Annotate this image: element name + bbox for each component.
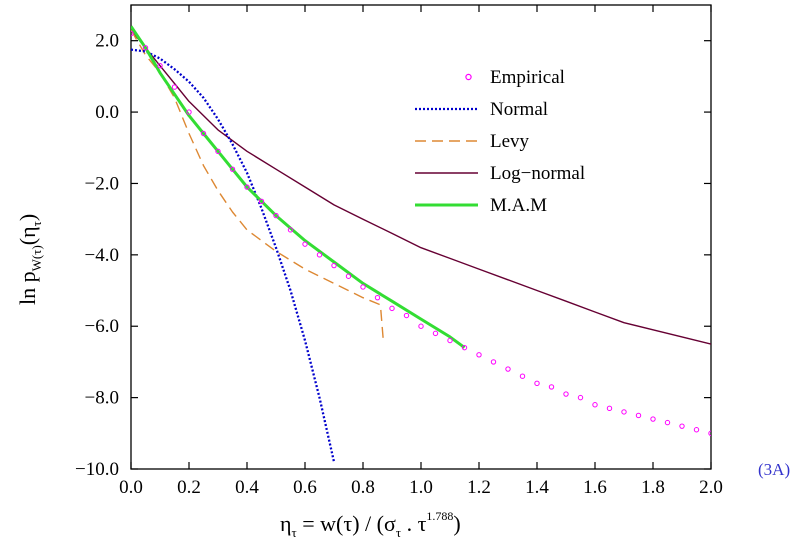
y-tick-label: −10.0 bbox=[75, 459, 119, 480]
x-tick-label: 1.4 bbox=[525, 477, 549, 498]
data-point bbox=[258, 198, 265, 205]
y-tick-label: −6.0 bbox=[85, 316, 119, 337]
y-tick-label: −4.0 bbox=[85, 245, 119, 266]
data-point bbox=[157, 62, 163, 69]
x-tick-label: 1.6 bbox=[583, 477, 607, 498]
data-point bbox=[461, 344, 468, 351]
data-point bbox=[316, 252, 323, 258]
data-point bbox=[563, 391, 569, 397]
data-point bbox=[621, 409, 627, 415]
data-point bbox=[693, 427, 700, 433]
data-point bbox=[519, 373, 526, 379]
data-point bbox=[302, 241, 308, 247]
data-point bbox=[708, 430, 711, 437]
data-point bbox=[360, 284, 366, 290]
axis-ticks: 0.0 0.2 0.4 0.6 0.8 1.0 1.2 1.4 1.6 1.8 2.0 −10.0 −8… bbox=[75, 5, 723, 498]
data-point bbox=[432, 330, 439, 337]
data-point bbox=[577, 394, 584, 401]
data-point bbox=[345, 273, 352, 279]
data-point bbox=[606, 405, 613, 412]
data-point bbox=[287, 227, 294, 233]
data-point bbox=[650, 416, 656, 422]
legend-label-log-normal: Log−normal bbox=[490, 163, 585, 184]
data-point bbox=[505, 366, 511, 372]
data-point bbox=[229, 166, 236, 172]
y-tick-label: 0.0 bbox=[95, 102, 119, 123]
legend-marker-empirical bbox=[465, 73, 472, 81]
data-point bbox=[186, 109, 192, 115]
x-tick-label: 1.0 bbox=[409, 477, 433, 498]
data-point bbox=[389, 305, 395, 312]
data-point bbox=[244, 184, 250, 190]
x-tick-label: 2.0 bbox=[699, 477, 723, 498]
x-tick-label: 1.2 bbox=[467, 477, 491, 498]
data-point bbox=[142, 45, 149, 51]
data-point bbox=[592, 402, 598, 408]
data-point bbox=[534, 380, 540, 387]
data-point bbox=[273, 212, 279, 219]
series-log-normal bbox=[131, 29, 711, 345]
series-normal bbox=[131, 48, 336, 463]
data-point bbox=[548, 384, 555, 390]
panel-label: (3A) bbox=[758, 460, 790, 479]
data-point bbox=[490, 359, 497, 365]
x-tick-label: 0.8 bbox=[351, 477, 375, 498]
x-tick-label: 0.0 bbox=[119, 477, 143, 498]
data-point bbox=[679, 423, 685, 429]
x-axis-title: ητ = w(τ) / (στ . τ1.788) bbox=[280, 509, 461, 540]
legend-label-m-a-m: M.A.M bbox=[490, 195, 547, 216]
data-point bbox=[403, 312, 410, 319]
y-tick-label: −2.0 bbox=[85, 173, 119, 194]
data-point bbox=[131, 30, 134, 37]
legend-label-normal: Normal bbox=[490, 99, 548, 120]
plot-frame bbox=[130, 4, 712, 470]
x-tick-label: 0.4 bbox=[235, 477, 259, 498]
legend: Empirical Normal Levy Log−normal M.A.M bbox=[415, 67, 585, 216]
y-tick-label: 2.0 bbox=[95, 31, 119, 52]
x-tick-label: 0.6 bbox=[293, 477, 317, 498]
data-point bbox=[447, 337, 453, 344]
series-empirical bbox=[131, 30, 711, 437]
data-point bbox=[215, 148, 221, 155]
data-point bbox=[476, 352, 482, 358]
data-point bbox=[200, 130, 207, 137]
x-tick-label: 1.8 bbox=[641, 477, 665, 498]
x-tick-label: 0.2 bbox=[177, 477, 201, 498]
data-point bbox=[664, 419, 671, 426]
series-layer bbox=[131, 25, 711, 463]
legend-label-levy: Levy bbox=[490, 131, 530, 152]
data-point bbox=[635, 412, 642, 419]
y-axis-title: ln pW(τ)(ητ) bbox=[15, 214, 44, 305]
data-point bbox=[418, 323, 424, 329]
y-tick-label: −8.0 bbox=[85, 388, 119, 409]
legend-label-empirical: Empirical bbox=[490, 67, 565, 88]
series-m-a-m bbox=[131, 25, 466, 349]
data-point bbox=[374, 294, 381, 301]
data-point bbox=[171, 84, 178, 90]
data-point bbox=[331, 262, 337, 269]
